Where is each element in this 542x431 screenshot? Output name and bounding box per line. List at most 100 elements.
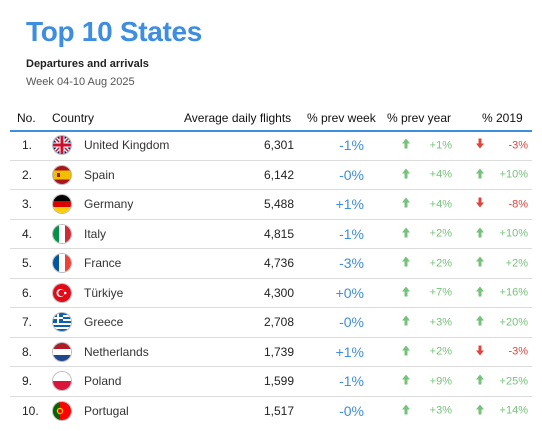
country-name: Greece [84, 315, 124, 330]
table-row: 3. Germany 5,488 +1% +4% -8% [10, 190, 532, 220]
change-vs-2019: +2% [476, 256, 528, 270]
prev-week-change: -3% [339, 255, 364, 272]
prev-year-value: +4% [429, 168, 452, 181]
prev-year-change: +2% [402, 256, 452, 270]
prev-year-value: +4% [429, 198, 452, 211]
change-2019-value: -3% [508, 139, 528, 152]
country-name: France [84, 256, 122, 271]
prev-year-value: +2% [429, 345, 452, 358]
prev-year-change: +4% [402, 197, 452, 211]
average-daily-flights: 1,599 [263, 374, 294, 389]
table-row: 4. Italy 4,815 -1% +2% +10% [10, 220, 532, 249]
prev-week-change: -1% [339, 373, 364, 390]
page-subtitle: Departures and arrivals [26, 58, 149, 70]
greece-flag-icon [53, 313, 71, 332]
arrow-up-icon [402, 227, 410, 240]
average-daily-flights: 4,815 [263, 226, 294, 241]
arrow-up-icon [476, 168, 484, 181]
country-name: Netherlands [84, 344, 149, 359]
column-header-prev-week: % prev week [307, 111, 376, 125]
rank-number: 8. [22, 344, 33, 359]
prev-year-change: +4% [402, 168, 452, 181]
change-vs-2019: +10% [476, 168, 528, 181]
arrow-down-icon [476, 345, 484, 358]
prev-year-change: +7% [402, 286, 452, 299]
prev-week-change: -0% [339, 402, 364, 419]
prev-week-change: -0% [339, 314, 364, 331]
country-name: Poland [84, 374, 122, 389]
uk-flag-icon [53, 136, 71, 155]
average-daily-flights: 1,739 [263, 344, 294, 359]
page-title: Top 10 States [26, 16, 203, 47]
table-row: 7. Greece 2,708 -0% +3% +20% [10, 308, 532, 338]
arrow-up-icon [402, 168, 410, 181]
prev-year-change: +3% [402, 315, 452, 329]
turkiye-flag-icon [53, 283, 71, 302]
rank-number: 10. [22, 403, 39, 418]
average-daily-flights: 4,300 [263, 285, 294, 300]
arrow-up-icon [402, 404, 410, 417]
prev-week-change: -0% [339, 166, 364, 183]
table-header: No. Country Average daily flights % prev… [10, 108, 532, 132]
change-2019-value: -8% [508, 198, 528, 211]
table-row: 10. Portugal 1,517 -0% +3% +14% [10, 397, 532, 426]
netherlands-flag-icon [53, 342, 71, 361]
change-vs-2019: +16% [476, 286, 528, 299]
column-header-country: Country [52, 111, 95, 125]
column-header-2019: % 2019 [482, 111, 523, 125]
table-body: 1. United Kingdom 6,301 -1% +1% -3% 2. S… [10, 131, 532, 425]
rank-number: 5. [22, 256, 33, 271]
table-row: 2. Spain 6,142 -0% +4% +10% [10, 161, 532, 190]
change-vs-2019: -3% [476, 138, 528, 152]
average-daily-flights: 2,708 [263, 315, 294, 330]
prev-week-change: +0% [335, 284, 364, 301]
change-2019-value: +25% [499, 375, 528, 388]
arrow-up-icon [402, 197, 410, 211]
country-name: Spain [84, 167, 115, 182]
country-name: Italy [84, 226, 107, 241]
arrow-up-icon [476, 315, 484, 329]
prev-week-change: +1% [335, 343, 364, 360]
change-2019-value: +10% [499, 168, 528, 181]
table-row: 1. United Kingdom 6,301 -1% +1% -3% [10, 131, 532, 161]
arrow-up-icon [476, 227, 484, 240]
table-row: 6. Türkiye 4,300 +0% +7% +16% [10, 279, 532, 308]
change-2019-value: +20% [499, 316, 528, 329]
arrow-up-icon [402, 374, 410, 388]
change-2019-value: +16% [499, 286, 528, 299]
rank-number: 3. [22, 197, 33, 212]
arrow-up-icon [402, 345, 410, 358]
average-daily-flights: 5,488 [263, 197, 294, 212]
country-name: Portugal [84, 403, 129, 418]
change-vs-2019: -8% [476, 197, 528, 211]
prev-week-change: -1% [339, 137, 364, 154]
arrow-up-icon [476, 374, 484, 388]
portugal-flag-icon [53, 401, 71, 420]
arrow-up-icon [402, 315, 410, 329]
italy-flag-icon [53, 224, 71, 243]
change-vs-2019: -3% [476, 345, 528, 358]
prev-year-value: +3% [429, 316, 452, 329]
arrow-up-icon [476, 286, 484, 299]
arrow-up-icon [402, 256, 410, 270]
change-vs-2019: +14% [476, 404, 528, 417]
period-label: Week 04-10 Aug 2025 [26, 76, 135, 88]
country-name: Germany [84, 197, 134, 212]
rank-number: 2. [22, 167, 33, 182]
prev-year-change: +1% [402, 138, 452, 152]
arrow-up-icon [402, 138, 410, 152]
germany-flag-icon [53, 195, 71, 214]
arrow-up-icon [476, 404, 484, 417]
change-2019-value: +2% [505, 257, 528, 270]
prev-week-change: -1% [339, 225, 364, 242]
prev-year-change: +9% [402, 374, 452, 388]
average-daily-flights: 1,517 [263, 403, 294, 418]
arrow-down-icon [476, 197, 484, 211]
rank-number: 4. [22, 226, 33, 241]
prev-week-change: +1% [335, 196, 364, 213]
prev-year-change: +2% [402, 227, 452, 240]
column-header-no: No. [17, 111, 36, 125]
column-header-average-daily-flights: Average daily flights [184, 111, 292, 125]
france-flag-icon [53, 254, 71, 273]
prev-year-value: +2% [429, 257, 452, 270]
